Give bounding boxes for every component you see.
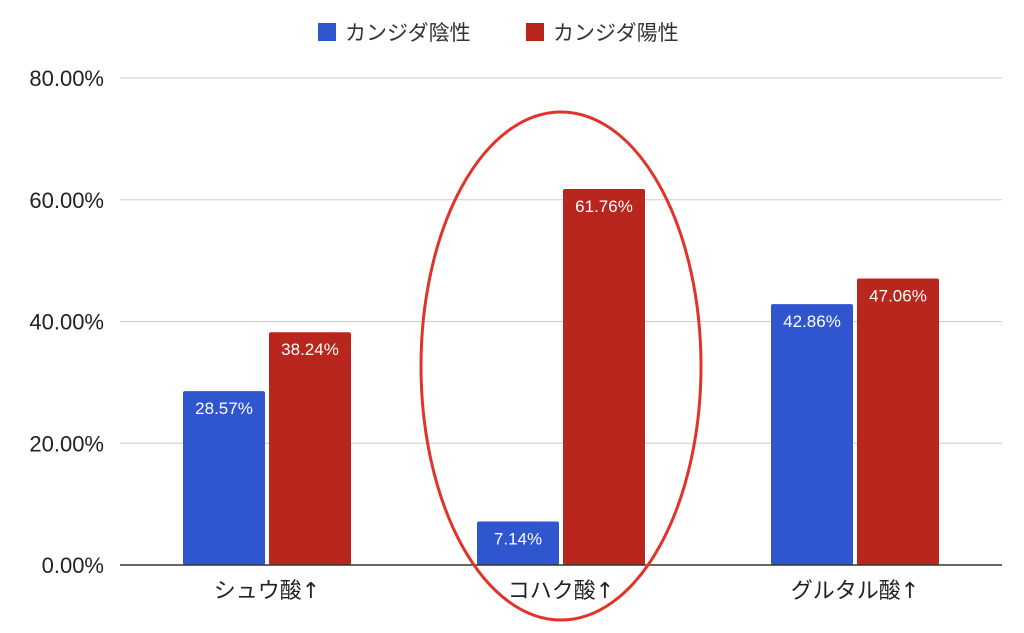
y-tick-label: 60.00%: [29, 188, 104, 213]
legend-swatch: [318, 23, 336, 41]
bar-series-1-cat-2: [477, 521, 559, 565]
bar-series-1-cat-3: [771, 304, 853, 565]
annotations: [419, 110, 703, 622]
data-label: 7.14%: [494, 530, 542, 549]
highlight-ellipse: [419, 110, 703, 622]
x-tick-label: コハク酸↑: [508, 579, 614, 604]
data-label: 42.86%: [783, 312, 841, 331]
y-tick-label: 0.00%: [42, 553, 104, 578]
legend: カンジダ陰性 カンジダ陽性: [318, 21, 679, 45]
bar-series-2-cat-2: [563, 189, 645, 565]
x-tick-label: シュウ酸↑: [214, 579, 320, 604]
bar-series-2-cat-3: [857, 278, 939, 565]
data-label: 47.06%: [869, 287, 927, 306]
y-axis: 0.00% 20.00% 40.00% 60.00% 80.00%: [29, 66, 104, 578]
x-tick-label: グルタル酸↑: [791, 579, 919, 604]
data-label: 38.24%: [281, 340, 339, 359]
data-label: 28.57%: [195, 399, 253, 418]
data-labels: 28.57% 38.24% 7.14% 61.76% 42.86% 47.06%: [195, 197, 927, 548]
gridlines: [120, 77, 1002, 444]
legend-label: カンジダ陰性: [345, 21, 471, 45]
legend-label: カンジダ陽性: [553, 21, 679, 45]
y-tick-label: 80.00%: [29, 66, 104, 91]
data-label: 61.76%: [575, 197, 633, 216]
bar-series-2-cat-1: [269, 332, 351, 565]
y-tick-label: 20.00%: [29, 431, 104, 456]
legend-swatch: [526, 23, 544, 41]
y-tick-label: 40.00%: [29, 310, 104, 335]
bar-series-1-cat-1: [183, 391, 265, 565]
bars: [183, 189, 939, 565]
x-axis: シュウ酸↑ コハク酸↑ グルタル酸↑: [120, 564, 1002, 604]
